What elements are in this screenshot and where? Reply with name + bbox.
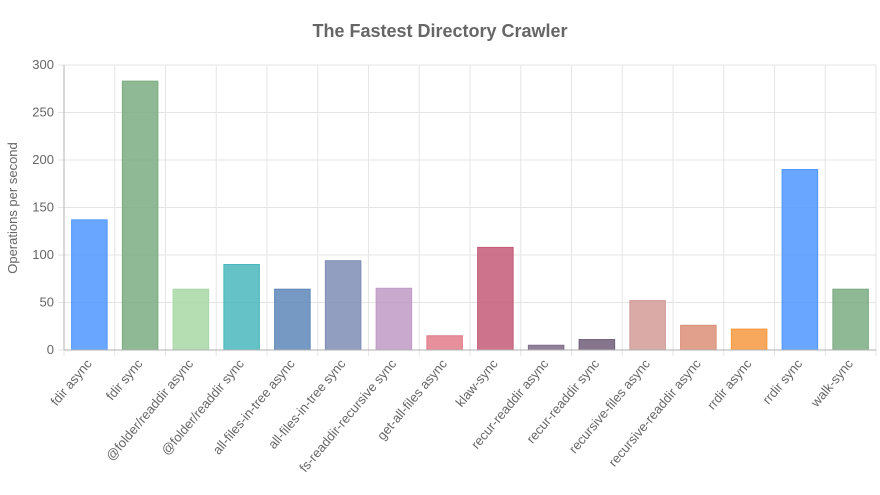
- x-tick-label: rrdir sync: [759, 356, 805, 407]
- bar-4[interactable]: [274, 288, 311, 351]
- bar-2[interactable]: [172, 288, 210, 351]
- y-tick-label: 250: [32, 105, 54, 120]
- x-tick-label: recursive-readdir async: [605, 356, 704, 470]
- bar-9[interactable]: [527, 344, 565, 351]
- x-tick-label: fs-readdir-recursive sync: [296, 356, 399, 475]
- bar-3[interactable]: [223, 264, 260, 351]
- bar-11[interactable]: [629, 300, 666, 351]
- x-tick-label: fdir sync: [103, 356, 146, 403]
- bar-12[interactable]: [680, 324, 717, 351]
- x-tick-label: fdir async: [47, 356, 95, 409]
- bar-1[interactable]: [121, 80, 159, 351]
- y-tick-label: 150: [32, 200, 54, 215]
- x-tick-label: rrdir async: [704, 356, 755, 413]
- bar-5[interactable]: [324, 260, 362, 351]
- bar-13[interactable]: [730, 328, 768, 351]
- axes: 0 50 100 150 200 250 300 fdir async fdir sync@fo…: [32, 57, 876, 475]
- bar-10[interactable]: [578, 339, 616, 351]
- x-tick-label: @folder/readdir async: [103, 356, 197, 464]
- grid: [58, 64, 877, 356]
- bar-14[interactable]: [781, 169, 819, 351]
- bar-7[interactable]: [426, 335, 463, 351]
- y-tick-label: 300: [32, 57, 54, 72]
- x-tick-label: walk-sync: [807, 356, 856, 411]
- y-tick-label: 100: [32, 247, 54, 262]
- bar-8[interactable]: [477, 246, 514, 351]
- y-tick-label: 0: [47, 342, 54, 357]
- chart-title: The Fastest Directory Crawler: [312, 21, 567, 41]
- bar-15[interactable]: [832, 288, 869, 351]
- bars: [71, 80, 869, 351]
- y-axis-label: Operations per second: [5, 142, 20, 274]
- x-tick-label: klaw-sync: [452, 356, 500, 410]
- bar-6[interactable]: [375, 287, 413, 351]
- bar-0[interactable]: [71, 219, 108, 351]
- y-tick-label: 200: [32, 152, 54, 167]
- y-tick-label: 50: [40, 295, 54, 310]
